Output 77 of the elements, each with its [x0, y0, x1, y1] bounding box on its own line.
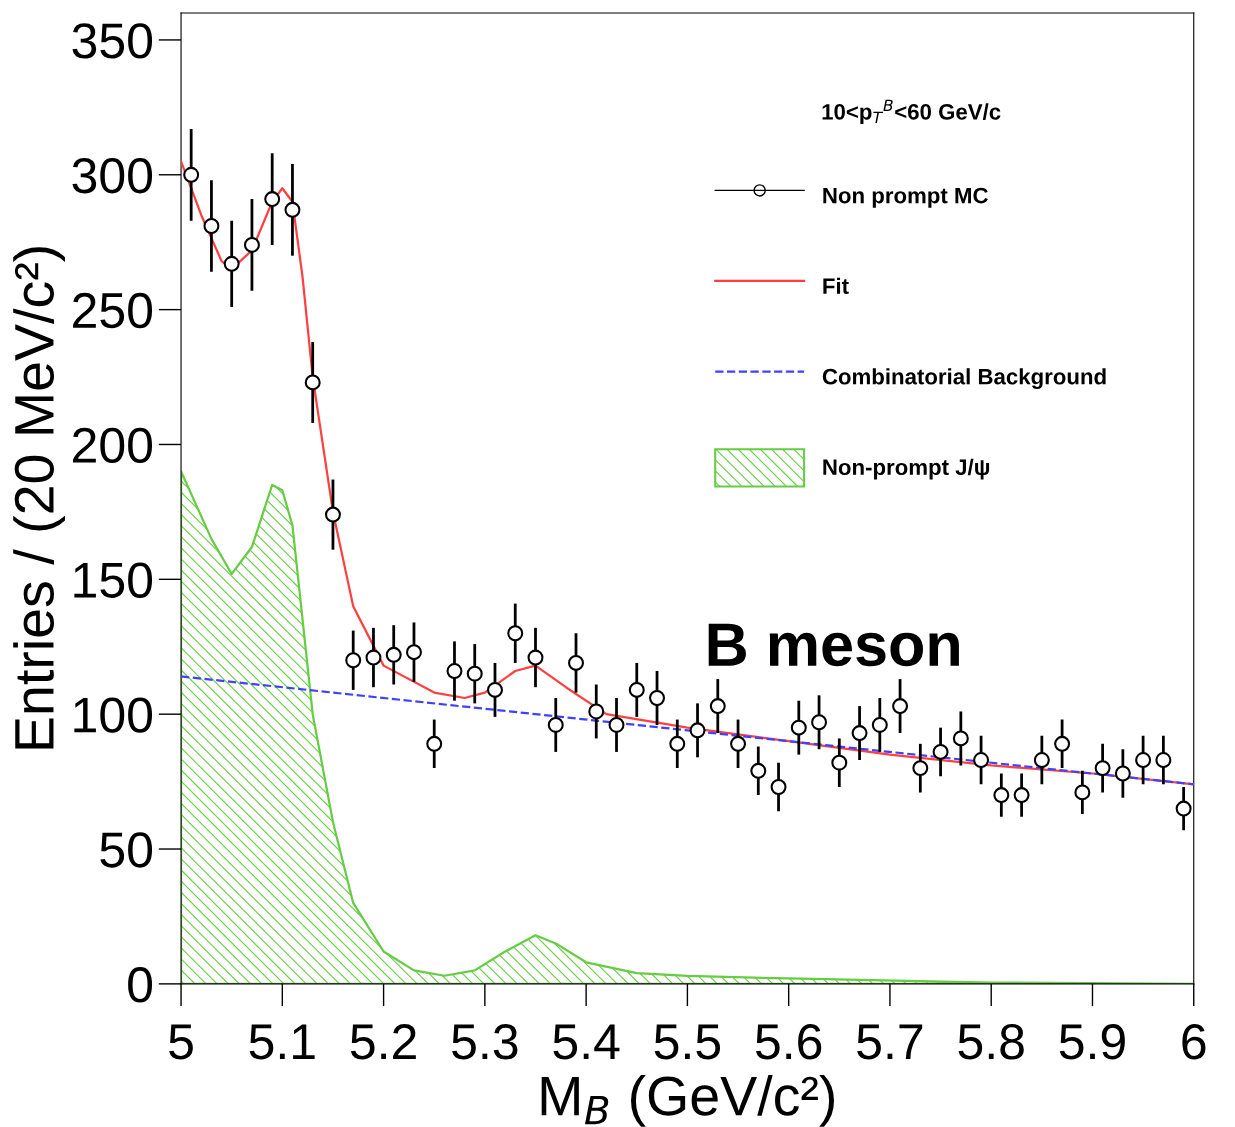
y-tick-label: 250 [73, 292, 153, 329]
point [912, 760, 929, 777]
point [568, 654, 584, 671]
point [1054, 735, 1071, 752]
point [952, 730, 969, 747]
point [608, 716, 625, 733]
point [547, 716, 564, 733]
legend-title: 10<p$_{T}$$^{B}$<60 GeV/c [822, 99, 1001, 125]
point [730, 735, 747, 752]
point [223, 255, 240, 272]
point [993, 787, 1010, 804]
point [405, 644, 422, 661]
point [243, 236, 260, 253]
point [973, 752, 990, 769]
point [284, 201, 301, 218]
point [507, 625, 524, 642]
point [649, 690, 665, 706]
point [709, 698, 726, 715]
legend-label: Non-prompt J/ψ [823, 458, 990, 480]
legend-label: Fit [823, 277, 849, 294]
point [1094, 760, 1111, 777]
y-tick-label: 0 [128, 967, 153, 1003]
y-axis-title: Entries / (20 MeV/c²) [13, 247, 65, 749]
point [203, 218, 220, 235]
y-tick-label: 50 [100, 832, 153, 868]
point [487, 681, 503, 698]
point [1155, 752, 1172, 769]
x-axis-title: M$_{B}$ (GeV/c²) [541, 1074, 834, 1127]
point [770, 779, 787, 795]
x-tick-label: 5.6 [755, 1024, 822, 1060]
point [669, 735, 686, 752]
y-tick-label: 300 [72, 157, 153, 194]
point [385, 646, 402, 663]
point [628, 681, 645, 698]
x-tick-label: 6 [1182, 1024, 1206, 1060]
point [264, 191, 281, 208]
point [365, 649, 382, 666]
x-tick-label: 5.5 [654, 1024, 721, 1060]
point [1074, 784, 1091, 801]
y-tick-label: 100 [74, 697, 153, 733]
y-tick-label: 200 [73, 427, 153, 464]
point [689, 722, 706, 739]
y-tick-label: 350 [72, 23, 153, 59]
x-tick-label: 5.9 [1059, 1024, 1125, 1060]
point [446, 663, 463, 680]
point [466, 665, 483, 682]
point [851, 725, 868, 742]
x-tick-label: 5.2 [350, 1024, 416, 1060]
point [345, 652, 362, 669]
point [811, 714, 828, 731]
point [892, 698, 909, 715]
legend-label: Combinatorial Background [822, 368, 1106, 389]
x-tick-label: 5.4 [553, 1024, 620, 1060]
point [1175, 800, 1192, 817]
x-tick-label: 5.3 [452, 1024, 518, 1060]
point [588, 703, 605, 720]
point [1013, 787, 1030, 804]
point [831, 754, 848, 771]
x-tick-label: 5.8 [958, 1024, 1024, 1060]
point [790, 719, 807, 736]
point [871, 716, 888, 733]
point [426, 735, 443, 752]
y-tick-label: 150 [74, 562, 153, 598]
x-tick-label: 5 [169, 1024, 193, 1060]
point [1114, 765, 1131, 782]
point [750, 762, 767, 779]
point [527, 649, 544, 666]
point [324, 506, 341, 523]
x-tick-label: 5.1 [249, 1024, 315, 1060]
point [183, 166, 200, 183]
point [304, 374, 321, 391]
annotation: B meson [708, 623, 959, 667]
legend-label: Non prompt MC [823, 187, 988, 208]
x-tick-label: 5.7 [857, 1024, 923, 1060]
point [1135, 752, 1152, 769]
point [1033, 752, 1050, 769]
point [932, 743, 949, 760]
